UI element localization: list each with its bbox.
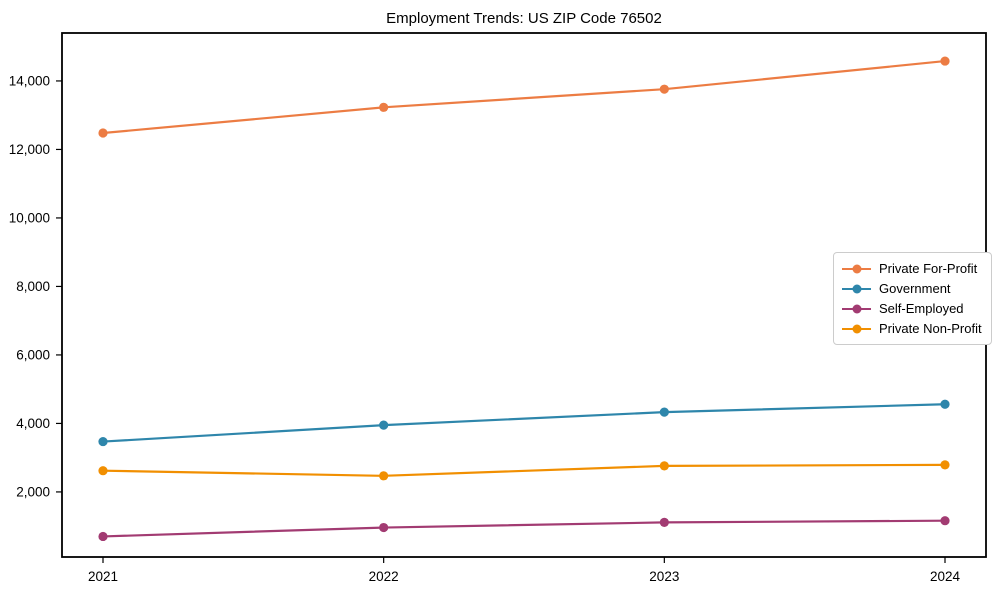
legend-marker-icon	[842, 303, 871, 315]
data-point-government-2021	[98, 436, 108, 447]
x-tick-label: 2024	[930, 569, 961, 584]
legend-item: Self-Employed	[842, 300, 982, 317]
x-tick-label: 2022	[369, 569, 399, 584]
y-tick-label: 14,000	[9, 73, 50, 88]
legend-item: Private Non-Profit	[842, 320, 982, 337]
data-point-self-employed-2022	[379, 522, 389, 533]
data-point-private-for-profit-2022	[379, 102, 389, 112]
y-tick-label: 10,000	[9, 210, 50, 225]
chart-title: Employment Trends: US ZIP Code 76502	[386, 10, 662, 27]
y-tick-label: 6,000	[16, 347, 50, 362]
legend-label: Private For-Profit	[879, 261, 978, 276]
legend: Private For-Profit Government Self-Emplo…	[833, 252, 992, 345]
x-tick-label: 2023	[649, 569, 679, 584]
series-line-private-for-profit	[102, 59, 946, 135]
legend-item: Private For-Profit	[842, 260, 982, 277]
data-point-government-2023	[659, 407, 669, 417]
legend-label: Government	[879, 281, 951, 296]
data-point-self-employed-2024	[940, 516, 950, 526]
series-line-government	[102, 403, 946, 443]
y-tick-label: 12,000	[9, 142, 50, 157]
data-point-self-employed-2023	[659, 517, 669, 528]
x-tick-label: 2021	[88, 569, 118, 584]
data-point-private-non-profit-2021	[98, 466, 108, 476]
data-point-private-for-profit-2021	[98, 128, 108, 138]
legend-label: Self-Employed	[879, 301, 964, 316]
data-point-government-2022	[379, 420, 389, 430]
legend-marker-icon	[842, 283, 871, 295]
legend-marker-icon	[842, 263, 871, 275]
data-point-private-for-profit-2023	[659, 84, 669, 94]
series-line-self-employed	[102, 519, 946, 538]
y-tick-label: 8,000	[16, 279, 50, 294]
legend-item: Government	[842, 280, 982, 297]
data-point-private-non-profit-2024	[940, 460, 950, 470]
series-line-private-non-profit	[102, 463, 946, 477]
legend-label: Private Non-Profit	[879, 321, 982, 336]
data-point-private-non-profit-2022	[379, 471, 389, 481]
y-tick-label: 4,000	[16, 416, 50, 431]
data-point-private-for-profit-2024	[940, 56, 950, 66]
data-point-self-employed-2021	[98, 531, 108, 542]
data-point-private-non-profit-2023	[659, 461, 669, 471]
data-point-government-2024	[940, 399, 950, 409]
legend-marker-icon	[842, 323, 871, 335]
y-tick-label: 2,000	[16, 484, 50, 499]
